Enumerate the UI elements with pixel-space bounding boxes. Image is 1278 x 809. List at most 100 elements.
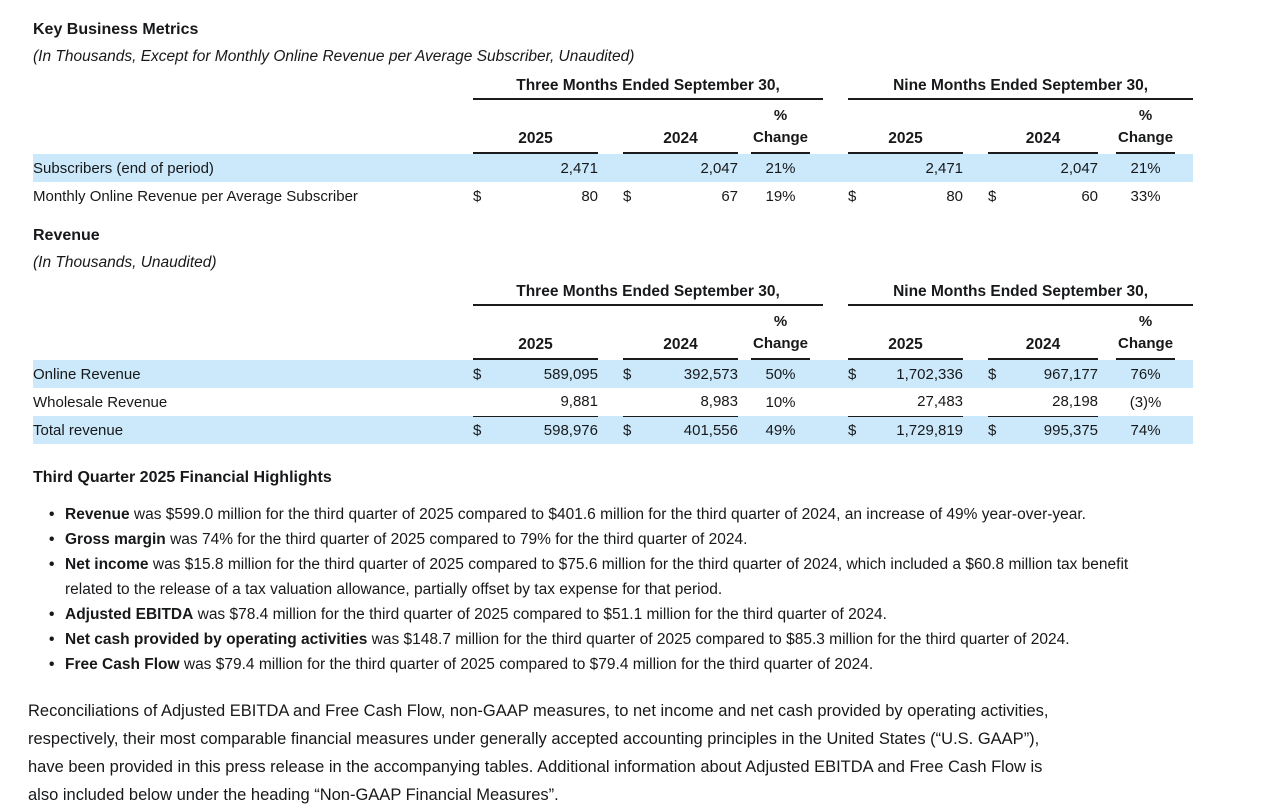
note-line: also included below under the heading “N… (28, 786, 559, 804)
cell-value: 2,047 (1060, 159, 1099, 177)
key-business-metrics-table: Three Months Ended September 30, Nine Mo… (33, 77, 1194, 210)
cell-value: 2,471 (925, 159, 964, 177)
col-group-three-months: Three Months Ended September 30, (473, 283, 824, 306)
cell-value: 1,729,819 (896, 421, 964, 439)
bullet-icon (49, 602, 54, 627)
table-row-period-headers: Three Months Ended September 30, Nine Mo… (33, 77, 1194, 100)
cell-dollar: $ (988, 187, 997, 205)
cell-pct-change: 33% (1130, 187, 1161, 205)
cell-pct-change: (3)% (1129, 393, 1162, 411)
col-header-change: Change (1116, 333, 1176, 360)
cell-dollar: $ (848, 365, 857, 383)
table-row-total-revenue: Total revenue $ 598,976 $ 401,556 49% $ … (33, 416, 1194, 444)
cell-value: 80 (946, 187, 964, 205)
cell-pct-change: 76% (1130, 365, 1161, 383)
cell-pct-change: 21% (1130, 159, 1161, 177)
list-item: Revenue was $599.0 million for the third… (33, 502, 1185, 527)
col-group-nine-months: Nine Months Ended September 30, (848, 283, 1194, 306)
list-item: Net income was $15.8 million for the thi… (33, 552, 1185, 602)
col-group-nine-months: Nine Months Ended September 30, (848, 77, 1194, 100)
revenue-table: Three Months Ended September 30, Nine Mo… (33, 283, 1194, 444)
col-header-2024: 2024 (988, 336, 1099, 360)
cell-value: 27,483 (878, 388, 964, 417)
bullet-icon (49, 552, 54, 577)
cell-dollar: $ (473, 421, 482, 439)
table-row-subscribers: Subscribers (end of period) 2,471 2,047 … (33, 154, 1194, 182)
highlight-term: Revenue (65, 506, 130, 523)
cell-pct-change: 50% (765, 365, 796, 383)
section-title-financial-highlights: Third Quarter 2025 Financial Highlights (33, 469, 332, 486)
cell-dollar: $ (473, 187, 482, 205)
col-header-2024: 2024 (623, 336, 738, 360)
cell-dollar: $ (848, 187, 857, 205)
table-row-online-revenue: Online Revenue $ 589,095 $ 392,573 50% $… (33, 360, 1194, 388)
table-row-year-headers: 2025 2024 % Change 2025 2024 % Change (33, 306, 1193, 360)
cell-value: 67 (721, 187, 738, 205)
cell-value: 28,198 (1018, 388, 1099, 417)
cell-dollar: $ (623, 365, 632, 383)
cell-dollar: $ (623, 187, 632, 205)
cell-dollar: $ (623, 421, 632, 439)
cell-dollar: $ (473, 365, 482, 383)
highlight-text-continued: related to the release of a tax valuatio… (65, 581, 723, 598)
cell-dollar (473, 388, 503, 417)
col-header-percent: % (1138, 313, 1153, 330)
cell-dollar: $ (988, 421, 997, 439)
row-label: Monthly Online Revenue per Average Subsc… (33, 187, 358, 205)
cell-value: 392,573 (683, 365, 738, 383)
cell-value: 1,702,336 (896, 365, 964, 383)
cell-dollar: $ (988, 365, 997, 383)
highlight-term: Gross margin (65, 531, 166, 548)
table-row-monthly-online-revenue: Monthly Online Revenue per Average Subsc… (33, 182, 1193, 210)
cell-value: 967,177 (1043, 365, 1099, 383)
highlight-text: was $15.8 million for the third quarter … (148, 556, 1129, 573)
cell-dollar (988, 388, 1019, 417)
highlight-text: was $78.4 million for the third quarter … (193, 606, 887, 623)
cell-dollar (623, 154, 653, 182)
cell-value: 401,556 (683, 421, 738, 439)
cell-dollar (848, 154, 878, 182)
bullet-icon (49, 627, 54, 652)
cell-pct-change: 49% (765, 421, 796, 439)
cell-value: 2,047 (700, 159, 738, 177)
col-header-2025: 2025 (848, 130, 964, 154)
highlight-text: was 74% for the third quarter of 2025 co… (165, 531, 748, 548)
list-item: Adjusted EBITDA was $78.4 million for th… (33, 602, 1185, 627)
note-line: respectively, their most comparable fina… (28, 730, 1040, 748)
table-row-year-headers: 2025 2024 % Change 2025 2024 % Change (33, 100, 1193, 154)
highlight-term: Net cash provided by operating activitie… (65, 631, 368, 648)
bullet-icon (49, 527, 54, 552)
cell-value: 9,881 (503, 388, 598, 417)
section-title-key-business-metrics: Key Business Metrics (33, 21, 199, 38)
col-header-percent: % (773, 313, 788, 330)
cell-value: 2,471 (560, 159, 598, 177)
cell-dollar: $ (848, 421, 857, 439)
section-subtitle-revenue: (In Thousands, Unaudited) (33, 254, 217, 271)
row-label: Wholesale Revenue (33, 393, 168, 411)
highlight-text: was $148.7 million for the third quarter… (367, 631, 1070, 648)
col-header-change: Change (751, 333, 811, 360)
row-label: Subscribers (end of period) (33, 159, 214, 177)
highlight-text: was $599.0 million for the third quarter… (129, 506, 1086, 523)
cell-pct-change: 19% (765, 187, 796, 205)
list-item: Gross margin was 74% for the third quart… (33, 527, 1185, 552)
bullet-icon (49, 652, 54, 677)
cell-dollar (473, 154, 503, 182)
col-group-three-months: Three Months Ended September 30, (473, 77, 824, 100)
col-header-2025: 2025 (473, 336, 598, 360)
col-header-2024: 2024 (988, 130, 1099, 154)
cell-value: 995,375 (1043, 421, 1099, 439)
row-label: Online Revenue (33, 365, 141, 383)
col-header-percent: % (1138, 107, 1153, 124)
cell-pct-change: 21% (765, 159, 796, 177)
note-line: Reconciliations of Adjusted EBITDA and F… (28, 702, 1049, 720)
note-line: have been provided in this press release… (28, 758, 1043, 776)
cell-dollar (988, 154, 1018, 182)
cell-dollar (848, 388, 879, 417)
reconciliation-note: Reconciliations of Adjusted EBITDA and F… (28, 697, 1278, 809)
highlight-term: Free Cash Flow (65, 656, 180, 673)
section-title-revenue: Revenue (33, 227, 100, 244)
list-item: Free Cash Flow was $79.4 million for the… (33, 652, 1185, 677)
col-header-change: Change (751, 127, 811, 154)
highlight-term: Adjusted EBITDA (65, 606, 194, 623)
